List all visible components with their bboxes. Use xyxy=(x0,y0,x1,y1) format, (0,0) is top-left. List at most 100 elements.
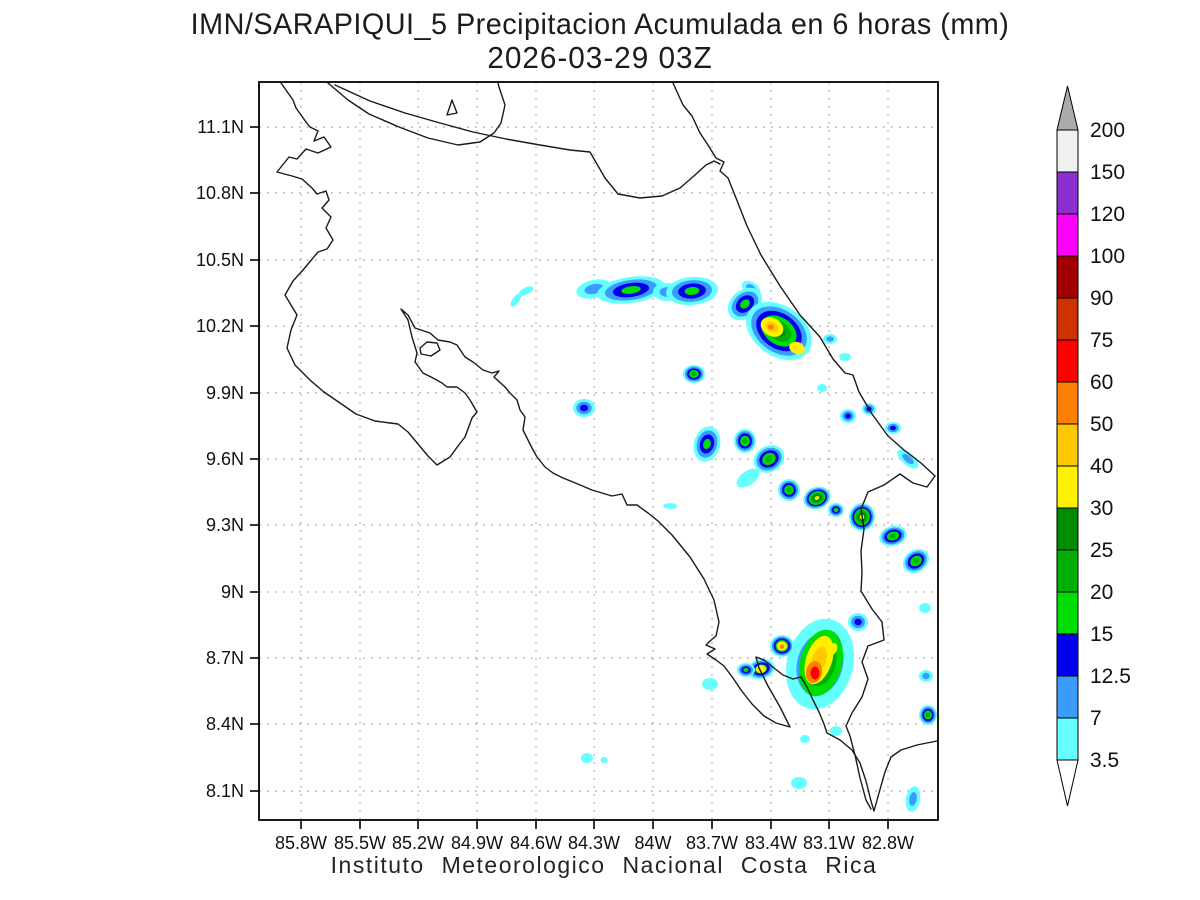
precip-cell-level-1 xyxy=(510,293,522,307)
colorbar-segment xyxy=(1056,171,1079,215)
x-tick-label: 83.4W xyxy=(745,833,797,853)
x-tick-label: 84W xyxy=(634,833,671,853)
colorbar-segment xyxy=(1056,591,1079,635)
colorbar-group: 200 150 120 100 90 75 60 50 40 30 25 20 15 12.5 7 3.5 xyxy=(1056,85,1131,807)
x-tick-label: 84.3W xyxy=(568,833,620,853)
precip-cell-level-10 xyxy=(810,666,820,680)
x-tick-label: 83.7W xyxy=(686,833,738,853)
y-tick-label: 8.7N xyxy=(206,648,244,668)
y-tick-label: 10.5N xyxy=(196,250,244,270)
y-tick-label: 9.9N xyxy=(206,383,244,403)
colorbar-segment xyxy=(1056,339,1079,383)
coastline-pacific xyxy=(276,82,938,812)
colorbar-segment xyxy=(1056,507,1079,551)
precip-cell-level-1 xyxy=(839,353,851,361)
colorbar-arrow-bottom xyxy=(1056,759,1079,807)
x-tick-label: 84.6W xyxy=(510,833,562,853)
colorbar-segment xyxy=(1056,465,1079,509)
precip-cell-level-1 xyxy=(581,753,593,763)
colorbar-tick-label: 50 xyxy=(1090,413,1113,436)
precip-cell-level-2 xyxy=(909,792,917,806)
y-tick-label: 10.2N xyxy=(196,316,244,336)
x-tick-label: 85.5W xyxy=(334,833,386,853)
colorbar-tick-label: 7 xyxy=(1090,707,1102,730)
chira-island xyxy=(419,341,441,357)
x-tick-label: 82.8W xyxy=(862,833,914,853)
colorbar-segment xyxy=(1056,675,1079,719)
colorbar-segment xyxy=(1056,255,1079,299)
precip-cell-level-4 xyxy=(740,299,750,309)
y-tick-label: 10.8N xyxy=(196,183,244,203)
colorbar-segment xyxy=(1056,129,1079,173)
colorbar-segment xyxy=(1056,633,1079,677)
x-tick-label: 84.9W xyxy=(451,833,503,853)
coastline-group xyxy=(276,82,938,812)
precip-cell-level-4 xyxy=(621,286,641,294)
y-tick-label: 9N xyxy=(221,582,244,602)
colorbar-segment xyxy=(1056,381,1079,425)
colorbar-tick-label: 200 xyxy=(1090,119,1125,142)
source-attribution: Instituto Meteorologico Nacional Costa R… xyxy=(330,852,878,878)
x-tick-label: 85.2W xyxy=(392,833,444,853)
y-tick-label: 8.4N xyxy=(206,714,244,734)
precip-cell-level-4 xyxy=(833,507,839,513)
colorbar-segment xyxy=(1056,549,1079,593)
precip-cells-group xyxy=(510,276,937,812)
precip-cell-level-1 xyxy=(518,286,534,296)
colorbar-tick-label: 30 xyxy=(1090,497,1113,520)
lake-nicaragua-shore xyxy=(327,82,506,146)
precip-cell-level-2 xyxy=(826,336,834,342)
precip-cell-level-5 xyxy=(889,533,897,539)
axes-group: 85.8W 85.5W 85.2W 84.9W 84.6W 84.3W 84W 83.7W 83… xyxy=(196,117,914,853)
precip-cell-level-5 xyxy=(786,487,792,493)
colorbar-tick-label: 15 xyxy=(1090,623,1113,646)
precip-cell-level-3 xyxy=(579,404,589,412)
colorbar-tick-label: 25 xyxy=(1090,539,1113,562)
colorbar-segment xyxy=(1056,213,1079,257)
precip-cell-level-3 xyxy=(845,413,851,419)
precip-cell-level-5 xyxy=(765,455,773,463)
precip-cell-level-5 xyxy=(925,712,931,718)
lake-island xyxy=(446,99,458,116)
colorbar-segment xyxy=(1056,423,1079,467)
colorbar-tick-label: 75 xyxy=(1090,329,1113,352)
precip-cell-level-9 xyxy=(768,324,774,330)
map-title: IMN/SARAPIQUI_5 Precipitacion Acumulada … xyxy=(190,8,1010,41)
precip-cell-level-1 xyxy=(817,384,827,392)
colorbar-tick-label: 150 xyxy=(1090,161,1125,184)
map-subtitle-date: 2026-03-29 03Z xyxy=(487,40,713,75)
colorbar-tick-label: 60 xyxy=(1090,371,1113,394)
precip-cell-level-4 xyxy=(684,286,700,296)
precip-cell-level-9 xyxy=(780,645,784,649)
precip-cell-level-1 xyxy=(791,777,807,789)
precip-cell-level-4 xyxy=(703,438,711,450)
precip-cell-level-5 xyxy=(691,371,697,377)
y-tick-label: 9.6N xyxy=(206,449,244,469)
y-tick-label: 8.1N xyxy=(206,781,244,801)
precip-cell-level-1 xyxy=(800,735,810,743)
y-tick-label: 11.1N xyxy=(197,117,244,137)
colorbar-tick-label: 100 xyxy=(1090,245,1125,268)
precip-cell-level-1 xyxy=(663,503,677,509)
colorbar-segment xyxy=(1056,717,1079,761)
precip-cell-level-5 xyxy=(742,438,748,444)
precip-cell-level-3 xyxy=(890,425,896,431)
colorbar-tick-label: 90 xyxy=(1090,287,1113,310)
colorbar-tick-label: 120 xyxy=(1090,203,1125,226)
precip-cell-level-2 xyxy=(922,672,930,680)
y-tick-label: 9.3N xyxy=(206,515,244,535)
colorbar-tick-label: 3.5 xyxy=(1090,749,1119,772)
precip-cell-level-4 xyxy=(743,667,749,673)
precip-cell-level-1 xyxy=(736,468,760,488)
colorbar-arrow-top xyxy=(1056,85,1079,131)
x-tick-label: 83.1W xyxy=(803,833,855,853)
precip-cell-level-7 xyxy=(828,643,838,655)
precip-cell-level-2 xyxy=(902,453,914,465)
precip-cell-level-1 xyxy=(600,757,608,763)
colorbar-tick-label: 20 xyxy=(1090,581,1113,604)
precip-cell-level-1 xyxy=(702,678,718,690)
colorbar-tick-label: 40 xyxy=(1090,455,1113,478)
border-nicaragua xyxy=(334,84,721,199)
